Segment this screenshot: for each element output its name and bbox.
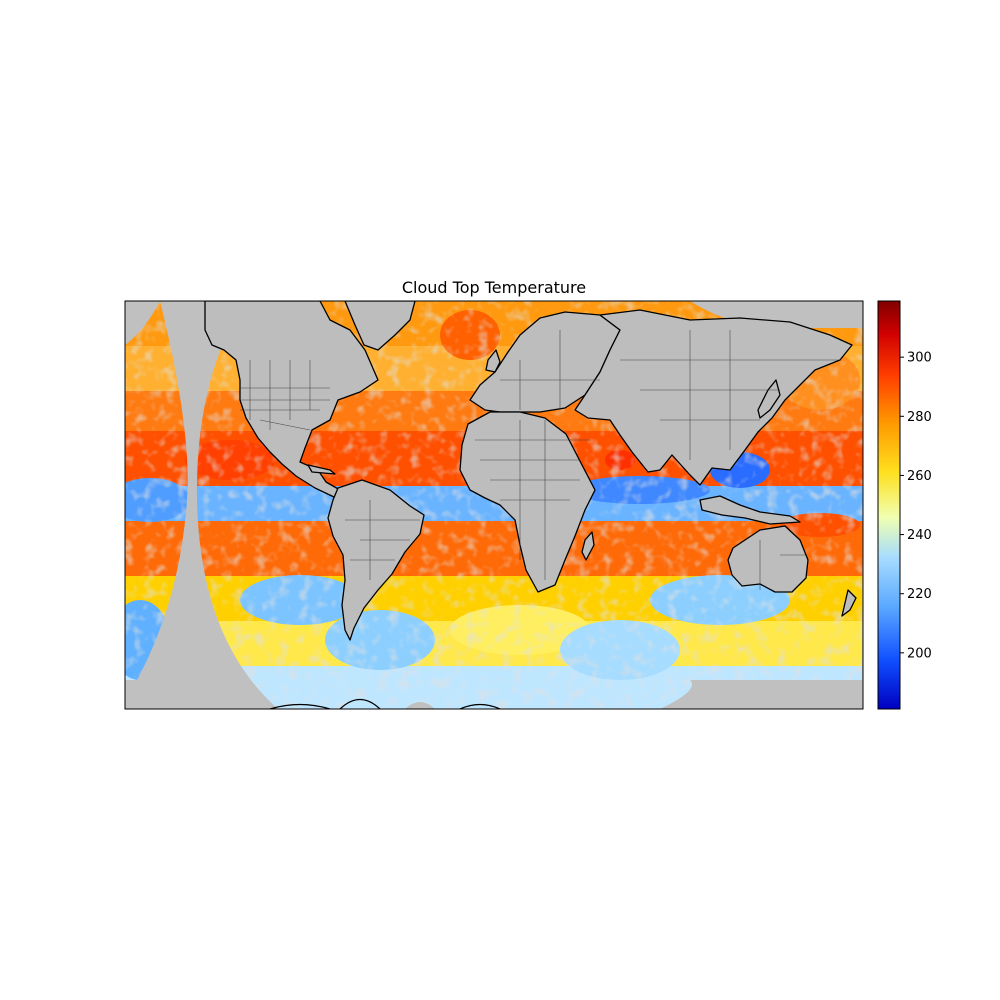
antarctica-coast [269,698,501,709]
new-zealand [841,589,857,617]
colorbar-tick-label: 300 [907,351,932,366]
madagascar [581,531,595,561]
colorbar-tick-label: 220 [907,587,932,602]
map-title: Cloud Top Temperature [402,278,586,297]
cuba [307,464,336,475]
colorbar-tick-label: 260 [907,469,932,484]
japan [757,379,781,419]
country-borders [240,330,840,590]
greenland [344,301,416,351]
colorbar-gradient [877,300,901,710]
colorbar-tick-label: 240 [907,528,932,543]
africa [459,411,596,593]
colorbar-tick-label: 200 [907,646,932,661]
great-britain [485,349,501,373]
map-frame [124,300,864,710]
australia [727,525,809,593]
colorbar: 200 220 240 260 280 300 [877,300,932,710]
data-gaps [125,301,863,709]
asia [574,309,853,486]
indonesia [699,495,801,525]
colorbar-tick-label: 280 [907,410,932,425]
map-panel [125,301,863,709]
colorbar-ticks: 200 220 240 260 280 300 [900,351,932,661]
